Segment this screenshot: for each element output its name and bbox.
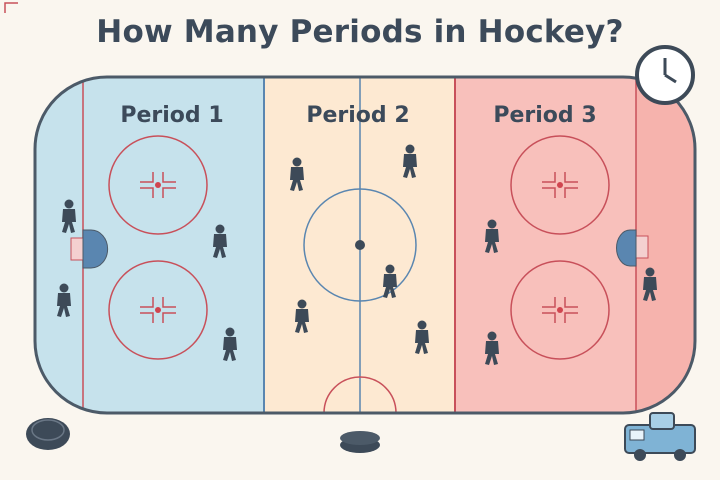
period-3-label: Period 3	[493, 103, 596, 128]
period-1-label: Period 1	[120, 103, 223, 128]
rink-outline	[33, 75, 697, 415]
clock-icon	[635, 45, 695, 105]
puck-icon	[340, 431, 380, 453]
goal-net-icon	[70, 229, 109, 269]
faceoff-dots	[155, 182, 563, 313]
zamboni-icon	[624, 412, 696, 461]
center-circle	[303, 188, 417, 302]
faceoff-circles	[4, 2, 610, 360]
goal-net-icon	[616, 229, 649, 267]
center-faceoff-dot	[355, 240, 365, 250]
page-title: How Many Periods in Hockey?	[96, 14, 624, 50]
period-2-label: Period 2	[306, 103, 409, 128]
puck-icon	[26, 418, 70, 450]
referee-crease	[323, 376, 397, 413]
